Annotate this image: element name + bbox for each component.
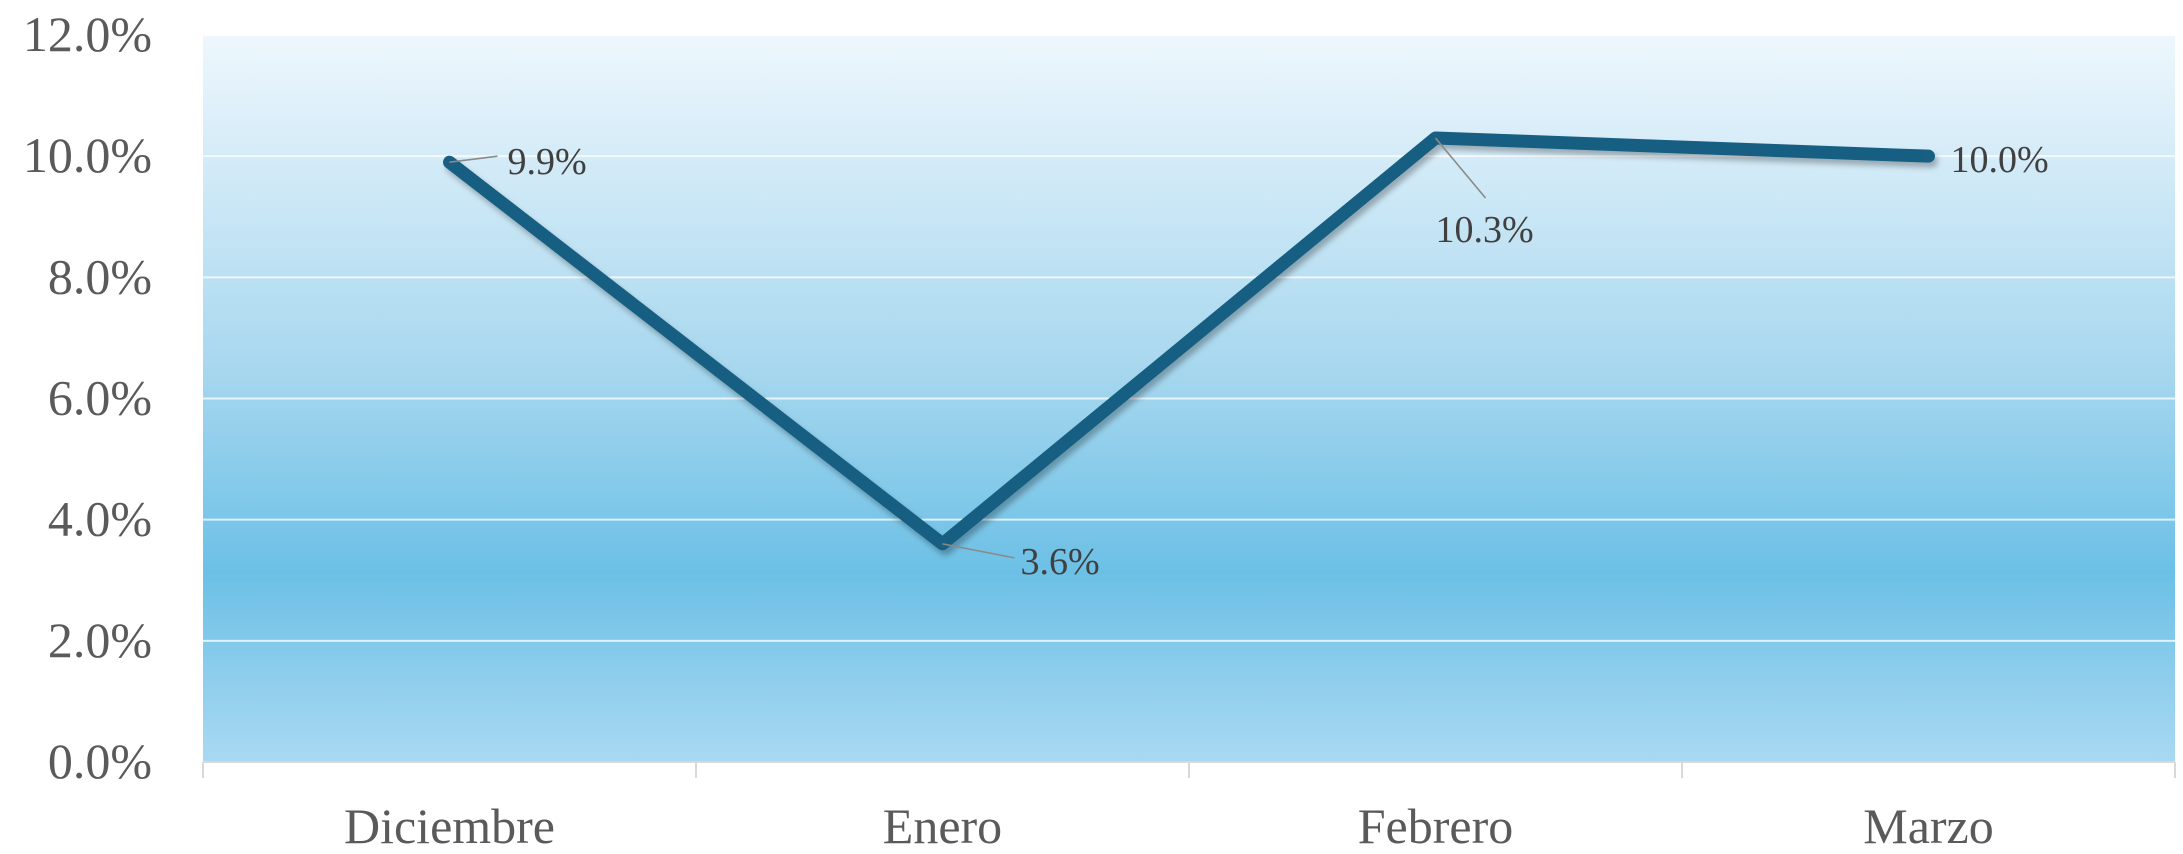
data-label-leader	[942, 543, 1015, 559]
data-point	[1922, 150, 1935, 163]
y-tick-label: 12.0%	[23, 6, 152, 62]
x-category-label: Febrero	[1358, 798, 1514, 849]
data-label: 3.6%	[1021, 541, 1100, 583]
gridlines	[203, 34, 2175, 642]
x-category-label: Enero	[883, 798, 1002, 849]
y-tick-label: 6.0%	[48, 370, 152, 426]
x-category-label: Marzo	[1863, 798, 1994, 849]
axes: 0.0% 2.0% 4.0% 6.0% 8.0% 10.0% 12.0% Diciembre E…	[23, 6, 2176, 854]
data-label: 10.3%	[1436, 209, 1534, 251]
data-label: 9.9%	[508, 141, 587, 183]
y-tick-label: 2.0%	[48, 612, 152, 668]
data-label-leader	[1434, 137, 1487, 199]
y-tick-label: 4.0%	[48, 491, 152, 547]
data-label: 10.0%	[1951, 139, 2049, 181]
series-line	[443, 131, 1935, 551]
labels: 9.9% 3.6% 10.3% 10.0%	[449, 137, 2049, 583]
y-tick-label: 8.0%	[48, 248, 152, 304]
y-tick-label: 0.0%	[48, 733, 152, 789]
x-category-label: Diciembre	[344, 798, 555, 849]
y-tick-label: 10.0%	[23, 127, 152, 183]
data-label-leader	[449, 155, 498, 164]
